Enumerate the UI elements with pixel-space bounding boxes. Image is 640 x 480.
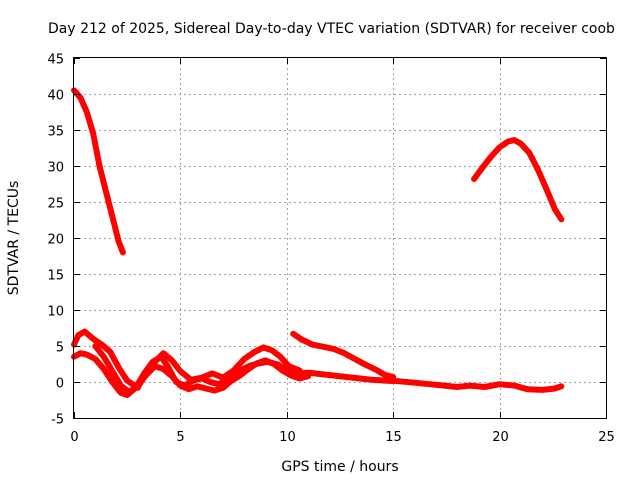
y-tick-label: 0 bbox=[56, 377, 64, 392]
series-layer bbox=[71, 87, 565, 398]
y-tick-label: 10 bbox=[47, 305, 64, 320]
tick-layer: -5 0 5 10 15 20 25 30 35 40 45 0 5 10 15 20 25 bbox=[47, 53, 614, 446]
y-tick-label: 35 bbox=[47, 125, 64, 140]
y-tick-label: 5 bbox=[56, 341, 64, 356]
y-tick-label: 45 bbox=[47, 53, 64, 68]
series-line-track-4 bbox=[71, 328, 303, 391]
x-tick-label: 0 bbox=[70, 430, 78, 445]
plot-frame bbox=[73, 57, 607, 419]
x-tick-label: 5 bbox=[176, 430, 184, 445]
series-line-track-1 bbox=[71, 87, 126, 256]
grid bbox=[74, 58, 606, 418]
y-tick-label: 15 bbox=[47, 269, 64, 284]
x-tick-label: 25 bbox=[598, 430, 615, 445]
y-tick-label: 40 bbox=[47, 89, 64, 104]
y-tick-label: 25 bbox=[47, 197, 64, 212]
series-line-track-5 bbox=[92, 343, 312, 396]
x-tick-label: 10 bbox=[279, 430, 296, 445]
x-tick-label: 20 bbox=[492, 430, 509, 445]
chart-title: Day 212 of 2025, Sidereal Day-to-day VTE… bbox=[48, 21, 615, 37]
y-tick-label: 20 bbox=[47, 233, 64, 248]
y-axis-label: SDTVAR / TECUs bbox=[6, 181, 22, 296]
series-line-track-6 bbox=[290, 330, 397, 380]
y-tick-label: -5 bbox=[51, 413, 64, 428]
series-line-track-2 bbox=[471, 137, 565, 223]
x-tick-label: 15 bbox=[385, 430, 402, 445]
y-tick-label: 30 bbox=[47, 161, 64, 176]
x-axis-label: GPS time / hours bbox=[281, 459, 398, 475]
